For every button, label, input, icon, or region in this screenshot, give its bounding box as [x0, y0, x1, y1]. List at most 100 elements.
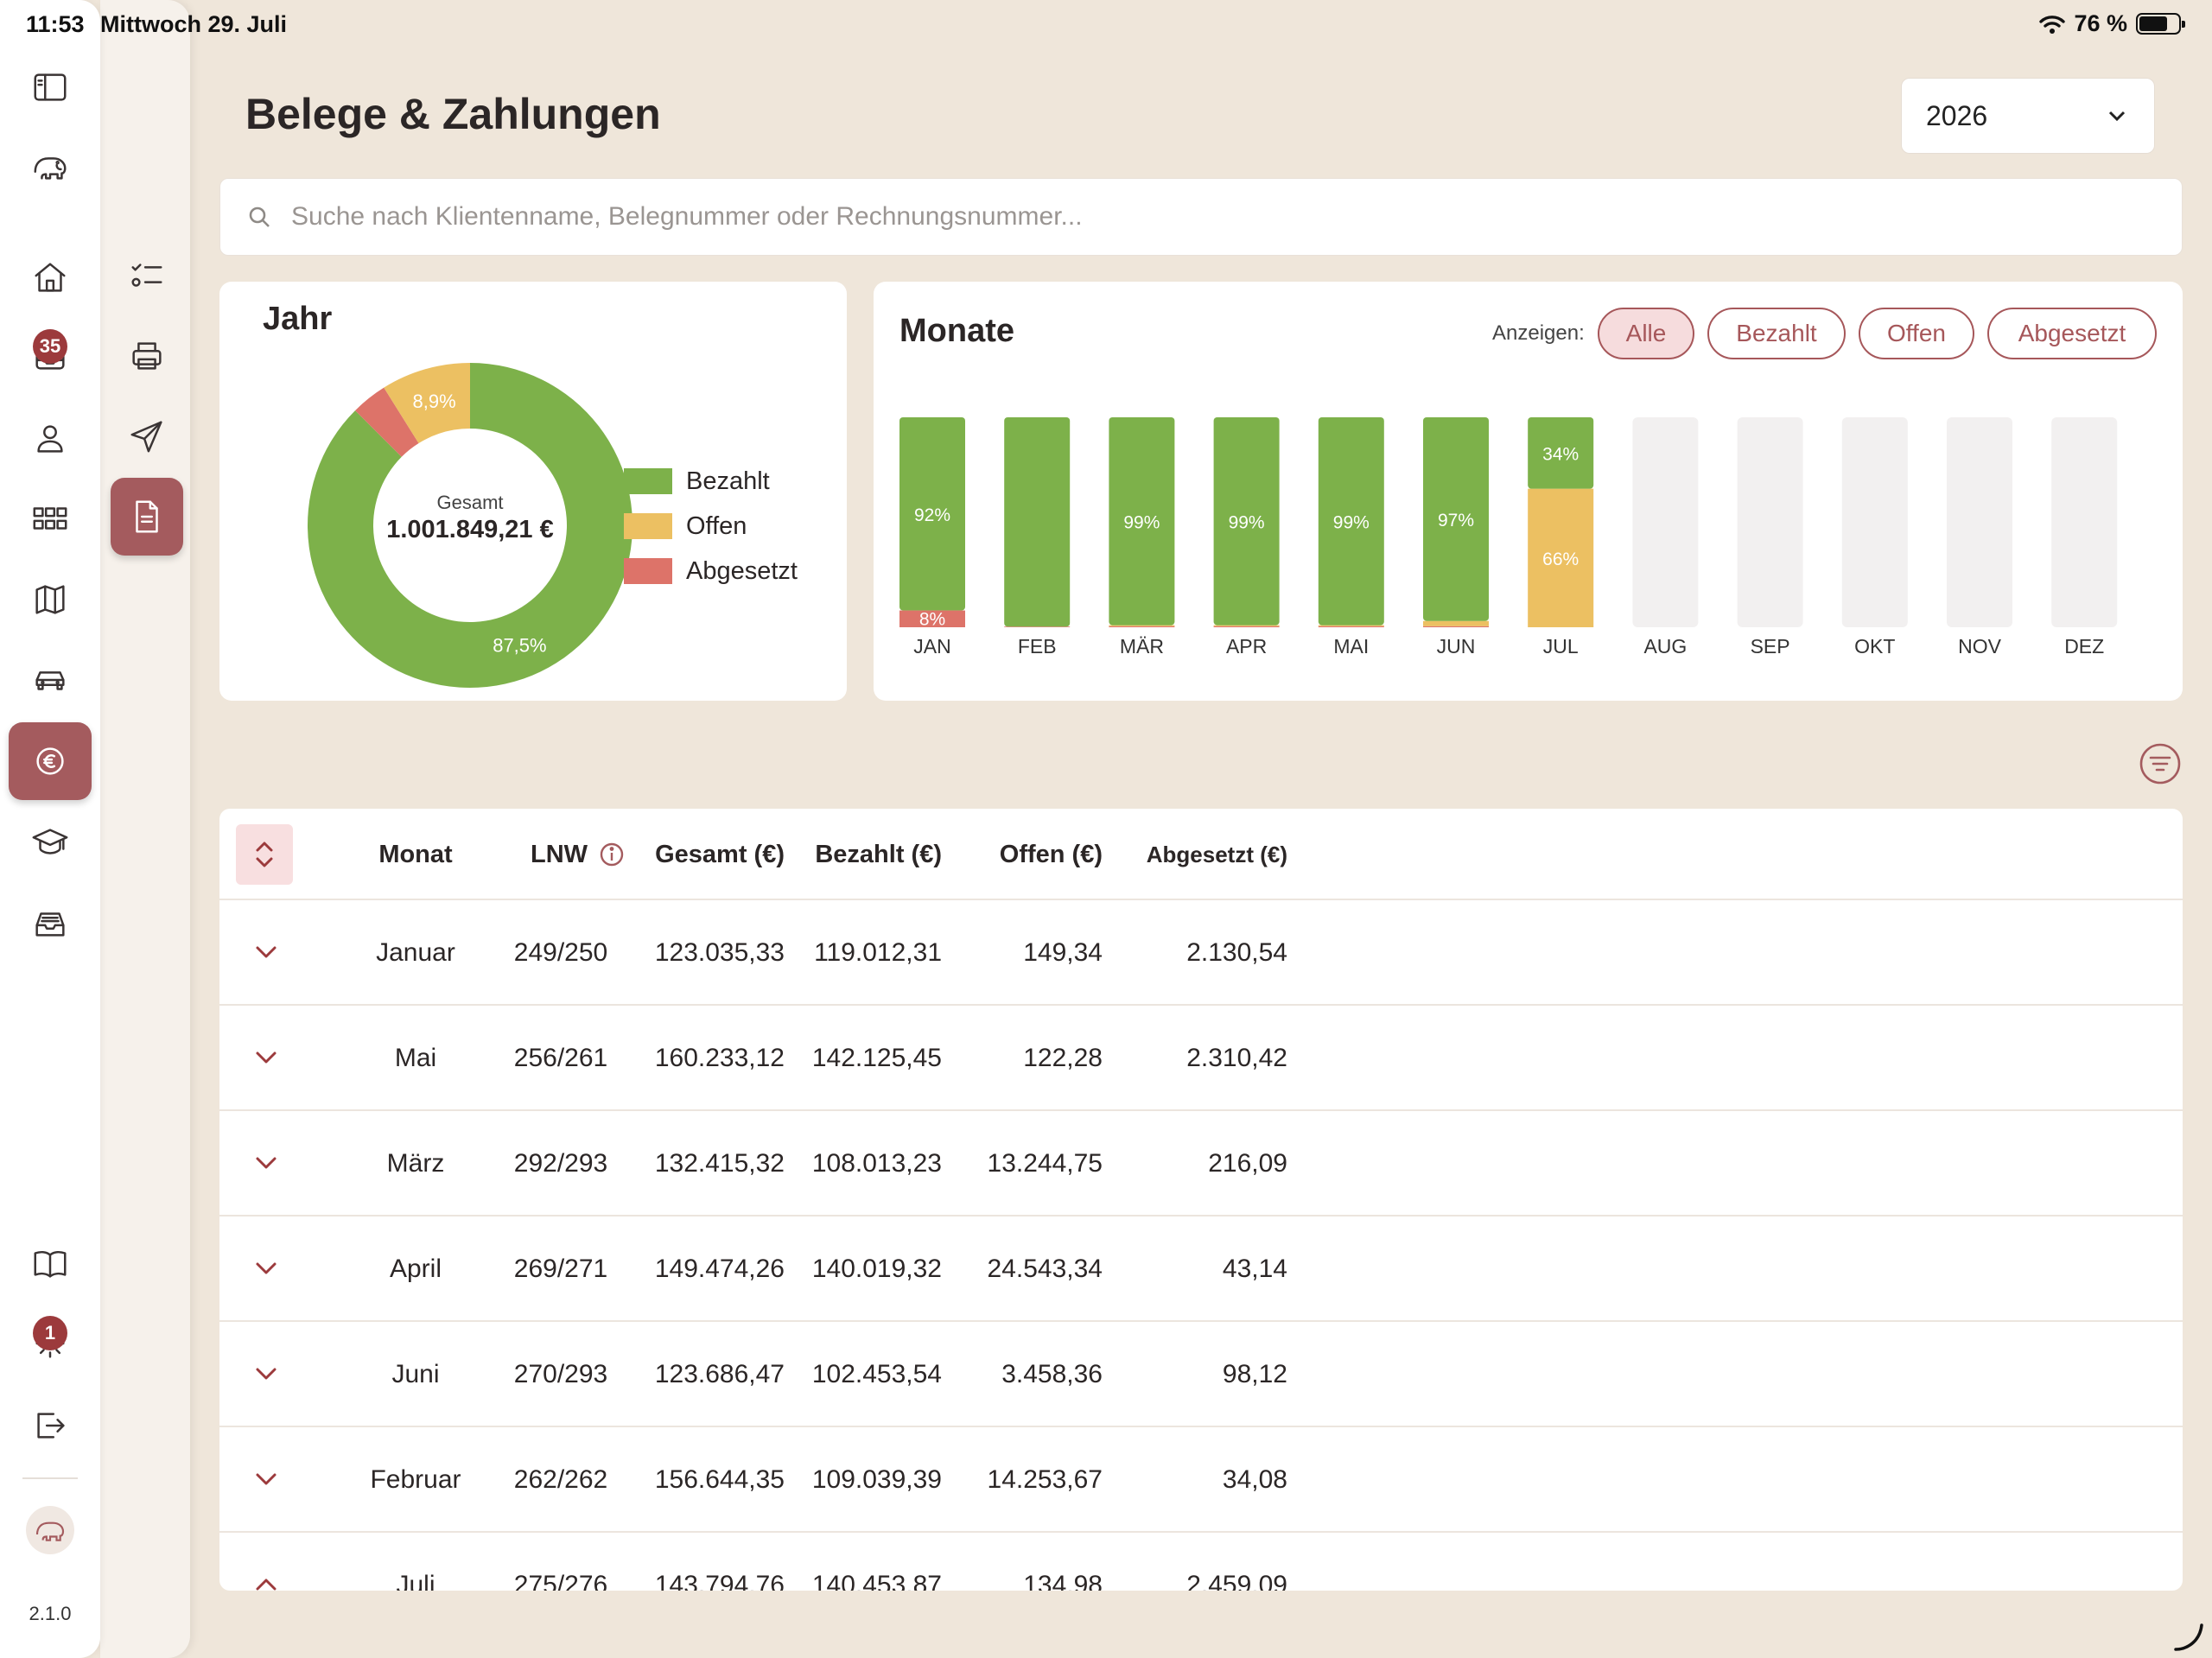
months-chart-title: Monate — [899, 313, 1014, 349]
year-select[interactable]: 2026 — [1901, 78, 2155, 154]
chevron-down-icon[interactable] — [251, 1464, 282, 1495]
car-icon[interactable] — [9, 641, 92, 719]
map-icon[interactable] — [9, 561, 92, 638]
cell-gesamt: 132.415,32 — [654, 1149, 785, 1178]
status-indicators: 76 % — [2039, 10, 2185, 37]
printer-icon[interactable] — [111, 317, 183, 395]
bar-segment-abgesetzt — [1318, 626, 1384, 627]
column-header-paid[interactable]: Bezahlt (€) — [815, 840, 942, 868]
cell-monat: Februar — [370, 1465, 461, 1494]
cell-abgesetzt: 34,08 — [1222, 1465, 1287, 1494]
table-row[interactable]: März 292/293 132.415,32 108.013,23 13.244,75… — [219, 1111, 2183, 1217]
cell-bezahlt: 140.453,87 — [811, 1571, 942, 1591]
filter-chip-open[interactable]: Offen — [1859, 308, 1974, 359]
month-tick-label: JUN — [1437, 635, 1476, 657]
cell-lnw: 256/261 — [513, 1044, 608, 1072]
cell-bezahlt: 109.039,39 — [811, 1465, 942, 1494]
column-header-total[interactable]: Gesamt (€) — [655, 840, 785, 868]
bar-value-label: 99% — [1123, 512, 1160, 532]
document-icon[interactable] — [111, 478, 183, 556]
donut-slice-label: 8,9% — [413, 391, 456, 412]
chevron-up-icon[interactable] — [251, 1569, 282, 1591]
search-icon — [249, 206, 270, 227]
bar-segment-bezahlt — [1004, 417, 1071, 627]
table-row[interactable]: April 269/271 149.474,26 140.019,32 24.543,3… — [219, 1217, 2183, 1322]
logout-icon[interactable] — [9, 1387, 92, 1464]
chevron-down-icon[interactable] — [251, 1147, 282, 1178]
search-bar[interactable] — [219, 178, 2183, 256]
legend-item-written-off: Abgesetzt — [624, 549, 798, 594]
column-header-lnw[interactable]: LNW — [505, 809, 652, 900]
bar-segment-bezahlt — [899, 417, 965, 611]
cell-lnw: 270/293 — [513, 1360, 608, 1388]
column-header-month[interactable]: Monat — [378, 840, 453, 868]
cell-monat: Januar — [376, 938, 455, 967]
sidebar-toggle-icon[interactable] — [9, 48, 92, 126]
graduation-cap-icon[interactable] — [9, 804, 92, 881]
home-icon[interactable] — [9, 238, 92, 316]
rail-divider — [22, 1477, 78, 1479]
table-row[interactable]: Juni 270/293 123.686,47 102.453,54 3.458,36 9… — [219, 1322, 2183, 1427]
legend-label-open: Offen — [686, 511, 747, 540]
bar-empty — [1841, 417, 1908, 627]
bar-empty — [2051, 417, 2118, 627]
bar-segment-offen — [1423, 620, 1489, 626]
elephant-logo-icon[interactable] — [9, 128, 92, 206]
euro-icon[interactable] — [9, 722, 92, 800]
months-chart-card: Monate Anzeigen: Alle Bezahlt Offen Abge… — [874, 282, 2183, 701]
column-header-open[interactable]: Offen (€) — [999, 840, 1103, 868]
cell-offen: 24.543,34 — [987, 1255, 1103, 1283]
status-bar: 11:53 Mittwoch 29. Juli 76 % — [0, 0, 2212, 52]
cell-offen: 14.253,67 — [987, 1465, 1103, 1494]
book-icon[interactable] — [9, 1224, 92, 1302]
legend-swatch-open — [624, 513, 672, 539]
bar-segment-abgesetzt — [1213, 626, 1280, 627]
table-row[interactable]: Januar 249/250 123.035,33 119.012,31 149,34 2… — [219, 900, 2183, 1006]
cell-monat: Juni — [391, 1360, 440, 1388]
table-row[interactable]: Mai 256/261 160.233,12 142.125,45 122,28 2.31… — [219, 1006, 2183, 1111]
bar-segment-abgesetzt — [1004, 626, 1071, 627]
chevron-down-icon[interactable] — [251, 1253, 282, 1284]
filter-chip-written-off[interactable]: Abgesetzt — [1987, 308, 2157, 359]
person-icon[interactable] — [9, 399, 92, 477]
send-icon[interactable] — [111, 397, 183, 475]
grid-icon[interactable] — [9, 480, 92, 557]
chevron-down-icon[interactable] — [251, 1042, 282, 1073]
filter-chip-paid[interactable]: Bezahlt — [1707, 308, 1846, 359]
avatar[interactable] — [26, 1506, 74, 1554]
column-header-written-off[interactable]: Abgesetzt (€) — [1146, 841, 1287, 867]
month-tick-label: APR — [1226, 635, 1267, 657]
legend-item-open: Offen — [624, 504, 798, 549]
bar-value-label: 34% — [1542, 444, 1579, 464]
cell-abgesetzt: 2.130,54 — [1186, 938, 1287, 967]
bar-value-label: 8% — [919, 609, 945, 629]
table-row[interactable]: Juli 275/276 143.794,76 140.453,87 134,98 2.4… — [219, 1533, 2183, 1591]
cell-offen: 134,98 — [1023, 1571, 1103, 1591]
cell-lnw: 249/250 — [513, 938, 608, 967]
sort-icon — [256, 842, 273, 867]
year-donut-chart: 87,5% 8,9% — [308, 363, 632, 688]
info-icon[interactable] — [598, 841, 626, 868]
chevron-down-icon[interactable] — [251, 937, 282, 968]
table-header: Monat LNW Gesamt (€) Bezahlt (€) Offen (… — [219, 809, 2183, 900]
legend-label-written-off: Abgesetzt — [686, 556, 798, 585]
sort-button[interactable] — [236, 824, 293, 885]
search-input[interactable] — [291, 202, 2106, 232]
month-tick-label: DEZ — [2064, 635, 2104, 657]
chevron-down-icon[interactable] — [251, 1358, 282, 1389]
filter-icon[interactable] — [2138, 741, 2183, 786]
cell-gesamt: 143.794,76 — [654, 1571, 785, 1591]
cell-abgesetzt: 2.310,42 — [1186, 1044, 1287, 1072]
table-row[interactable]: Februar 262/262 156.644,35 109.039,39 14.253… — [219, 1427, 2183, 1533]
cell-offen: 3.458,36 — [1001, 1360, 1103, 1388]
bar-segment-bezahlt — [1423, 417, 1489, 621]
filter-chip-all[interactable]: Alle — [1598, 308, 1694, 359]
cell-monat: März — [386, 1149, 445, 1178]
battery-icon — [2136, 13, 2185, 35]
months-bar-chart: 8% 92% JAN FEB 99% MÄR 99% APR 99% MAI 97% JUN 66% 34… — [899, 417, 2118, 657]
bar-segment-abgesetzt — [1423, 626, 1489, 627]
checklist-icon[interactable] — [111, 237, 183, 314]
cell-bezahlt: 142.125,45 — [811, 1044, 942, 1072]
month-tick-label: SEP — [1751, 635, 1790, 657]
archive-tray-icon[interactable] — [9, 885, 92, 962]
